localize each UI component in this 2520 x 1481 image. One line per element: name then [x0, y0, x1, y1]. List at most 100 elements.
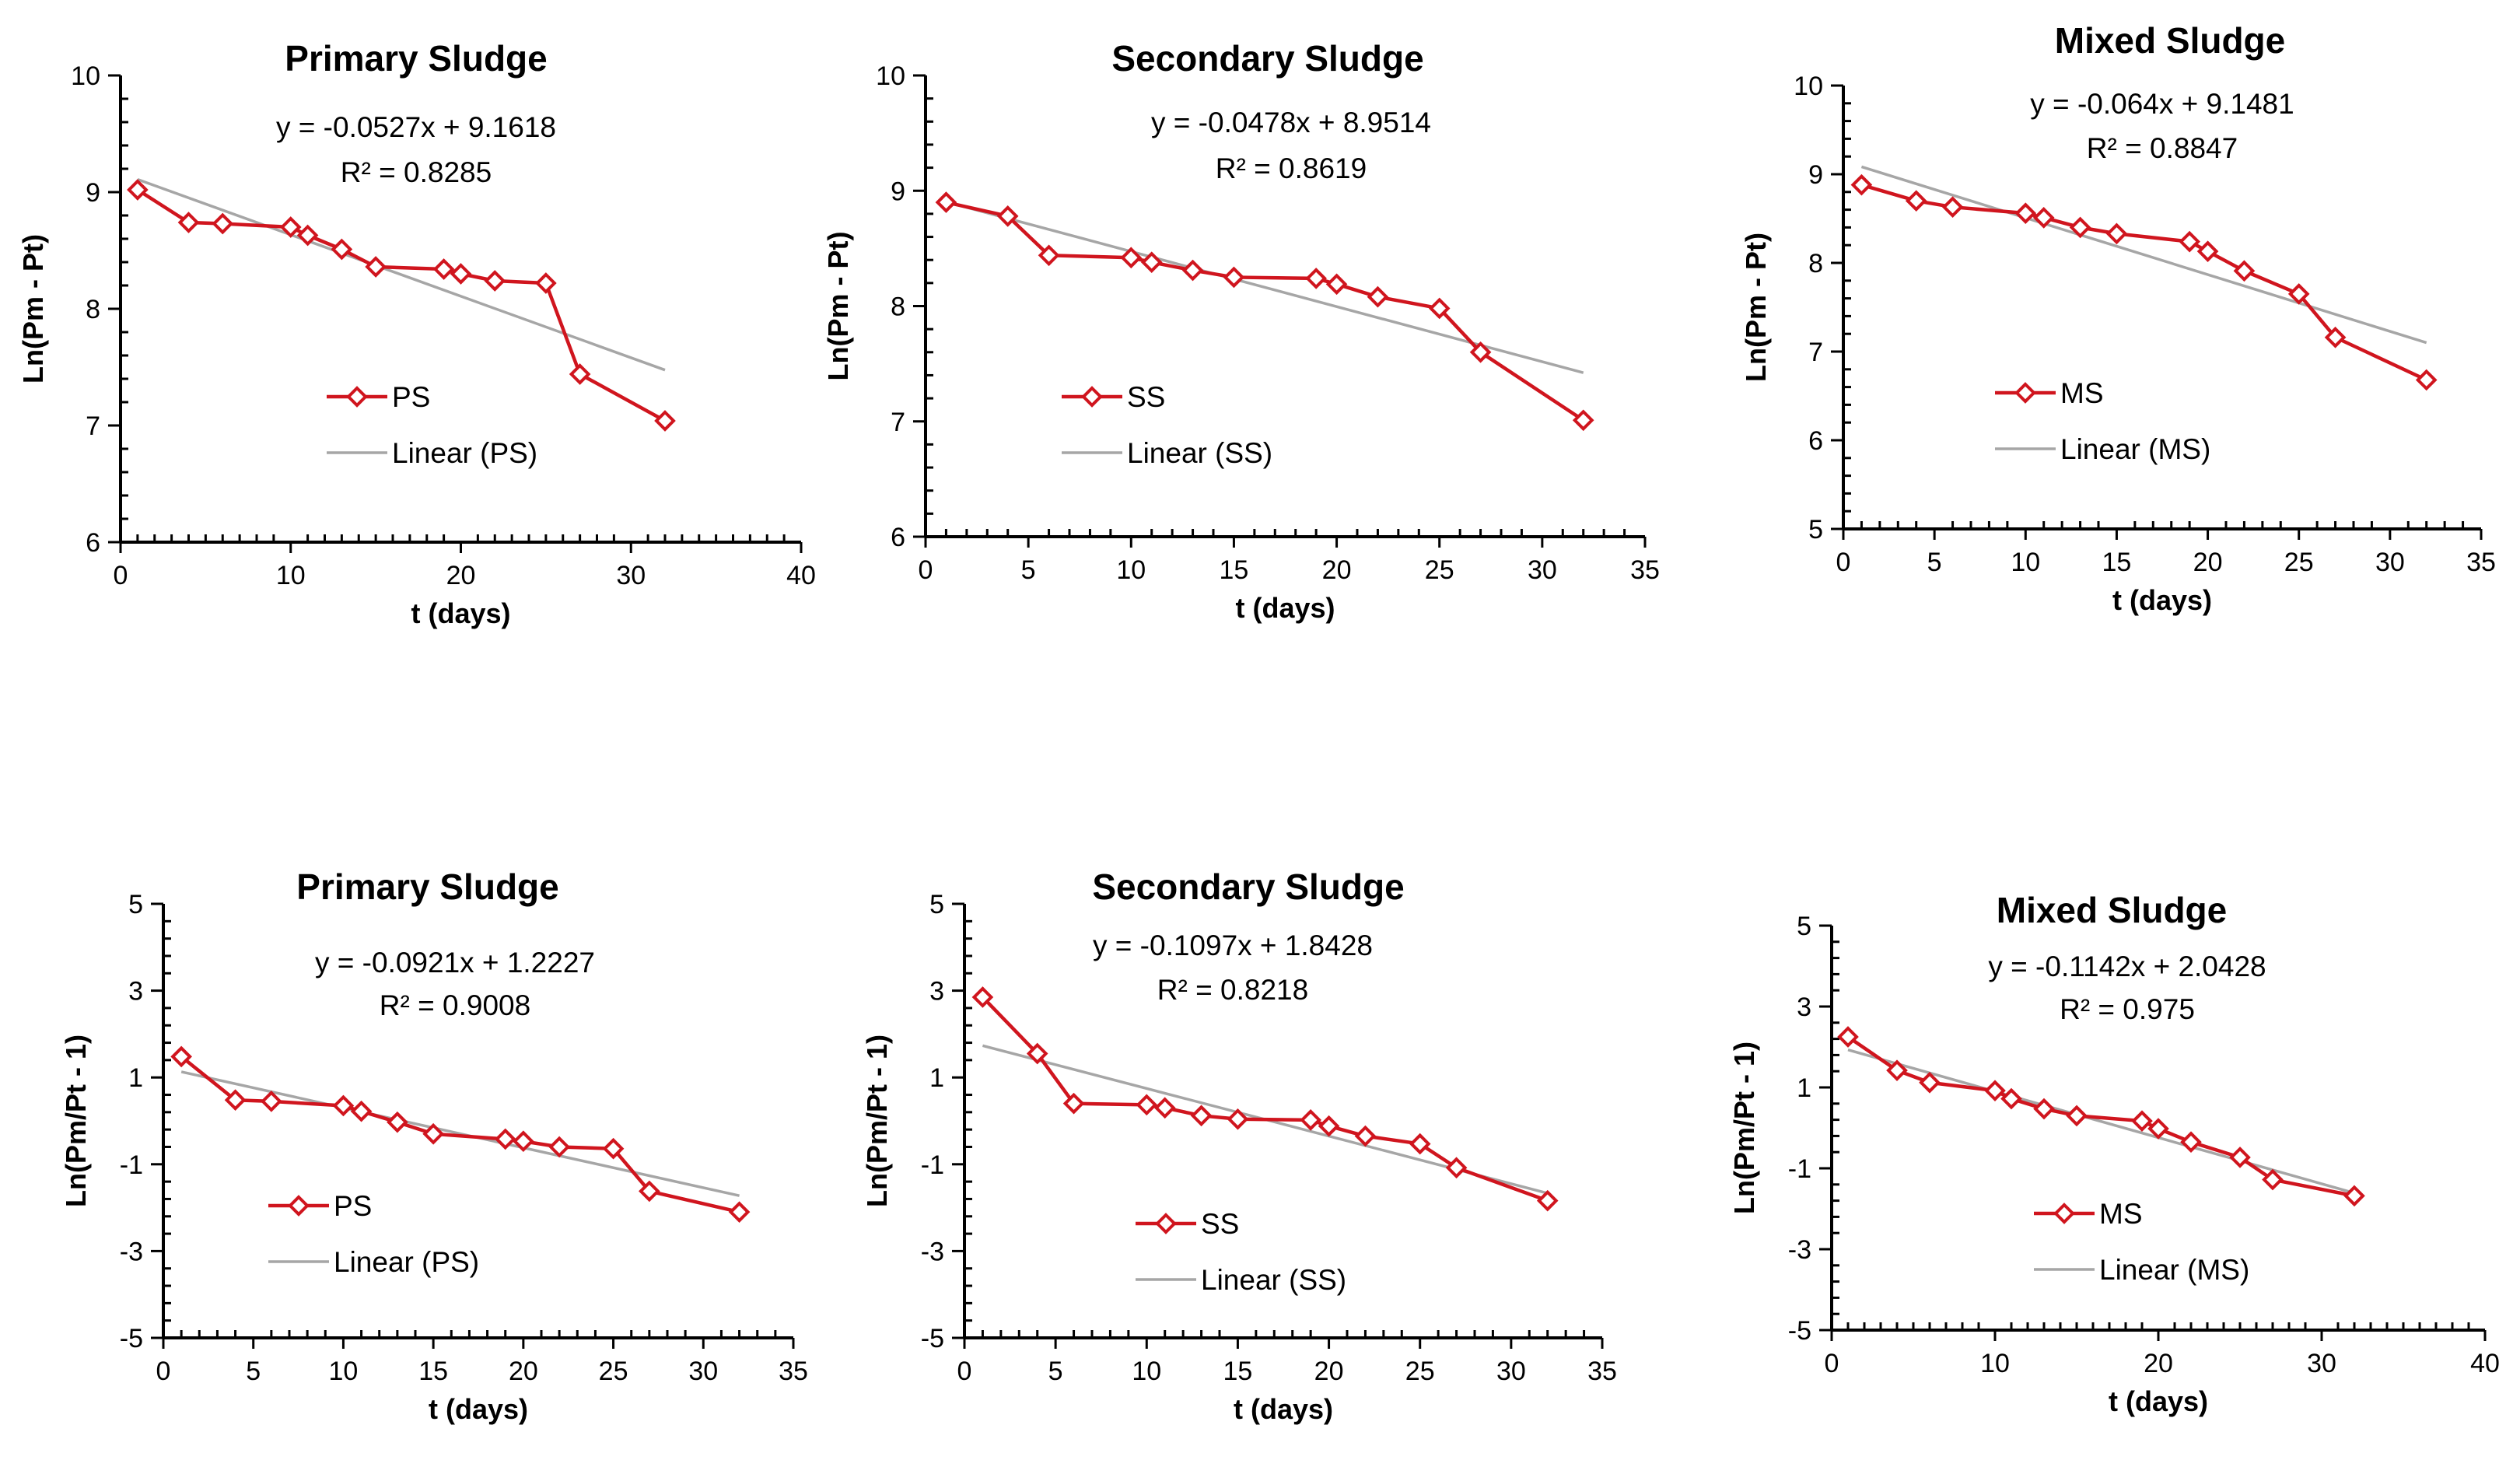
r-squared-label: R² = 0.8218	[1157, 974, 1308, 1006]
series-line-ss	[945, 200, 1584, 422]
data-point	[2000, 1087, 2022, 1110]
y-tick-label: 7	[1808, 338, 1823, 367]
y-tick-label: -3	[120, 1237, 143, 1266]
data-point	[224, 1089, 247, 1112]
data-point	[1905, 190, 1927, 212]
y-tick-label: 3	[1797, 993, 1811, 1022]
r-squared-label: R² = 0.975	[2060, 993, 2195, 1025]
legend-series-marker	[288, 1195, 310, 1217]
legend-trend-label: Linear (MS)	[2060, 433, 2210, 465]
x-tick-label: 35	[1587, 1357, 1617, 1386]
y-tick-label: 10	[71, 61, 100, 91]
legend-trend-label: Linear (MS)	[2099, 1254, 2249, 1286]
y-axis-title: Ln(Pm/Pt - 1)	[1728, 1042, 1760, 1214]
trendline-equation: y = -0.1142x + 2.0428	[1988, 951, 2266, 982]
legend-series-label: MS	[2060, 377, 2104, 409]
x-axis-title: t (days)	[429, 1393, 528, 1425]
y-tick-label: 7	[86, 411, 100, 441]
data-point	[2179, 230, 2200, 253]
y-tick-label: 9	[86, 178, 100, 208]
x-axis-title: t (days)	[411, 597, 510, 629]
chart-title: Primary Sludge	[285, 38, 547, 79]
legend-series-label: SS	[1127, 381, 1165, 413]
y-tick-label: 5	[929, 890, 944, 919]
x-tick-label: 0	[1825, 1349, 1839, 1378]
x-tick-label: 10	[1116, 555, 1146, 585]
data-point	[1445, 1157, 1468, 1179]
data-point	[422, 1122, 444, 1145]
trendline-equation: y = -0.0478x + 8.9514	[1151, 107, 1431, 138]
data-point	[1469, 341, 1492, 363]
data-point	[1367, 285, 1389, 308]
data-point	[1318, 1115, 1340, 1137]
x-axis-title: t (days)	[1234, 1393, 1333, 1425]
legend-trend-label: Linear (PS)	[392, 437, 537, 469]
x-tick-label: 0	[114, 561, 128, 590]
y-tick-label: 10	[876, 61, 905, 91]
x-tick-label: 20	[2193, 548, 2223, 577]
series-line-ms	[1860, 183, 2427, 382]
data-point	[1136, 1094, 1158, 1116]
data-point	[1409, 1133, 1431, 1155]
data-point	[548, 1136, 570, 1158]
y-tick-label: 8	[891, 292, 905, 322]
trendline-equation: y = -0.064x + 9.1481	[2030, 88, 2294, 120]
data-point	[2066, 1105, 2088, 1127]
data-point	[1038, 244, 1060, 267]
data-point	[2180, 1131, 2202, 1154]
x-tick-label: 25	[1425, 555, 1454, 585]
data-point	[127, 179, 149, 201]
trendline-equation: y = -0.1097x + 1.8428	[1093, 930, 1373, 961]
data-point	[432, 258, 455, 280]
data-point	[602, 1137, 625, 1160]
data-point	[2415, 369, 2438, 391]
x-tick-label: 30	[1528, 555, 1557, 585]
data-point	[350, 1100, 373, 1122]
data-point	[535, 272, 557, 294]
y-tick-label: -5	[1788, 1316, 1811, 1346]
data-point	[177, 212, 200, 233]
x-tick-label: 15	[2102, 548, 2132, 577]
y-tick-label: 1	[128, 1063, 143, 1093]
data-point	[971, 986, 994, 1008]
data-point	[1181, 259, 1204, 282]
y-tick-label: 5	[1808, 515, 1823, 544]
data-point	[1223, 266, 1245, 289]
legend-series-marker	[1081, 386, 1103, 408]
y-tick-label: -3	[921, 1237, 944, 1266]
y-tick-label: -1	[120, 1150, 143, 1180]
data-point	[279, 216, 302, 238]
chart-panel-2: 0 5 10 15 20 25 30 35 6 7 8 9 10 t (days) Ln(Pm - Pt) S…	[822, 38, 1660, 624]
y-tick-label: -1	[921, 1150, 944, 1180]
data-point	[1227, 1108, 1249, 1130]
x-tick-label: 10	[276, 561, 306, 590]
x-tick-label: 10	[1132, 1357, 1161, 1386]
x-tick-label: 20	[1322, 555, 1352, 585]
x-tick-label: 0	[156, 1357, 171, 1386]
x-tick-label: 10	[2011, 548, 2040, 577]
y-tick-label: 6	[1808, 426, 1823, 456]
data-point	[2131, 1110, 2153, 1132]
data-point	[1325, 273, 1348, 296]
x-tick-label: 30	[688, 1357, 718, 1386]
linear-trendline	[945, 200, 1584, 374]
r-squared-label: R² = 0.8285	[341, 156, 492, 188]
data-point	[484, 270, 506, 292]
data-point	[494, 1128, 516, 1150]
x-tick-label: 40	[2470, 1349, 2500, 1378]
chart-title: Mixed Sludge	[2055, 20, 2285, 61]
legend-series-label: MS	[2099, 1198, 2143, 1230]
x-tick-label: 35	[1630, 555, 1660, 585]
x-axis-title: t (days)	[2112, 584, 2212, 616]
data-point	[728, 1201, 751, 1224]
data-point	[387, 1111, 408, 1133]
data-point	[1153, 1097, 1176, 1119]
data-point	[1305, 268, 1327, 289]
x-tick-label: 5	[1927, 548, 1942, 577]
x-axis-title: t (days)	[2109, 1385, 2208, 1417]
data-point	[1120, 247, 1143, 269]
data-point	[1428, 297, 1451, 320]
data-point	[365, 256, 387, 278]
trendline-equation: y = -0.0527x + 9.1618	[276, 111, 556, 143]
